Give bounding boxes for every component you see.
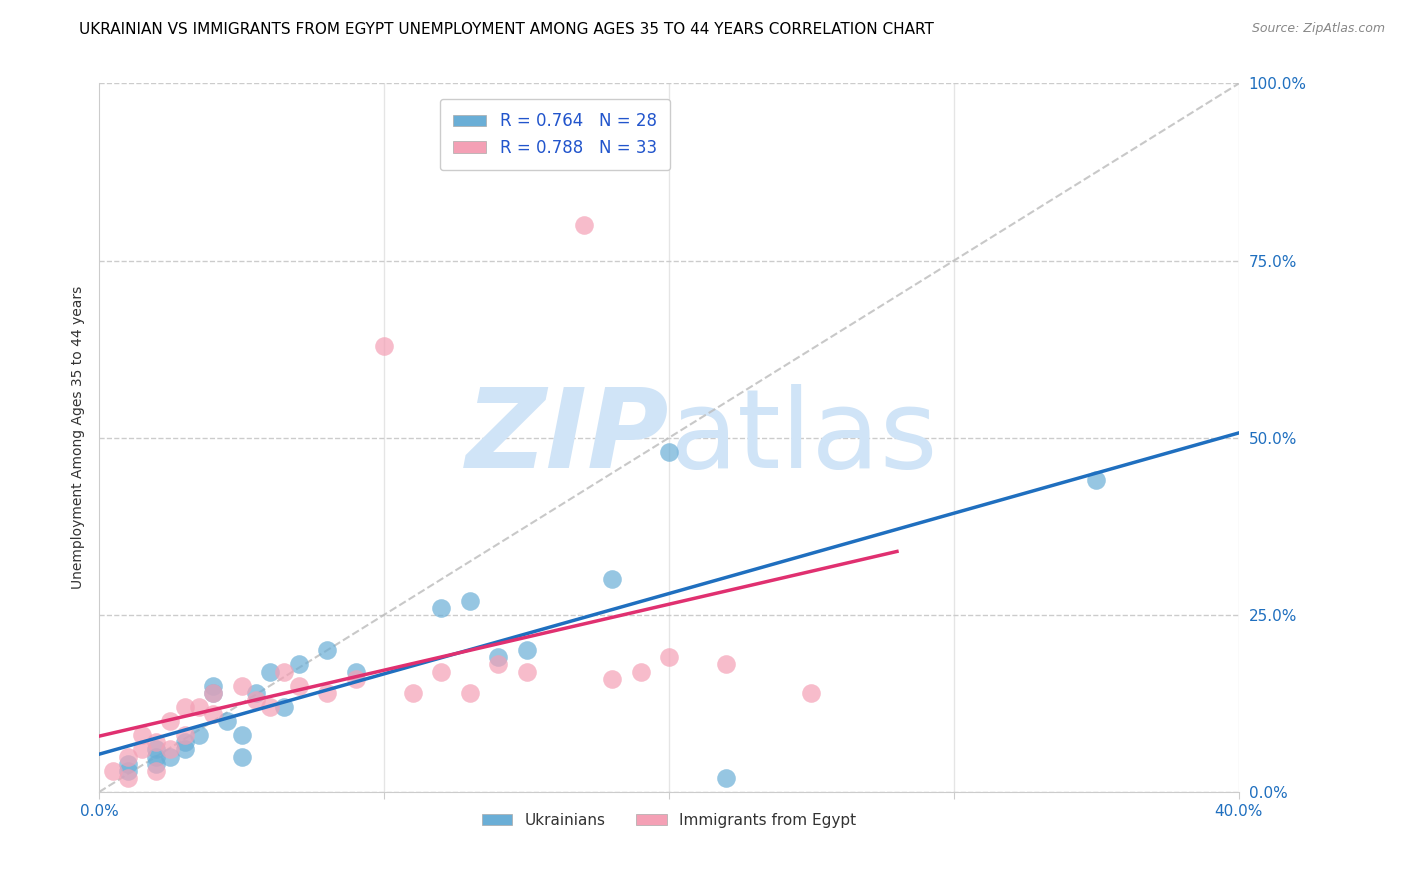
Point (217, 714, 239, 728)
Point (800, 686, 823, 700)
Point (516, 643, 538, 657)
Point (145, 735, 167, 749)
Point (173, 728, 195, 742)
Text: ZIP: ZIP (465, 384, 669, 491)
Point (131, 742, 153, 756)
Point (259, 665, 281, 679)
Point (202, 706, 225, 721)
Point (1085, 473, 1108, 487)
Point (173, 735, 195, 749)
Point (344, 672, 367, 686)
Point (103, 764, 125, 778)
Text: UKRAINIAN VS IMMIGRANTS FROM EGYPT UNEMPLOYMENT AMONG AGES 35 TO 44 YEARS CORREL: UKRAINIAN VS IMMIGRANTS FROM EGYPT UNEMP… (79, 22, 934, 37)
Point (245, 686, 267, 700)
Point (145, 742, 167, 756)
Point (159, 742, 181, 756)
Point (458, 686, 481, 700)
Point (658, 650, 681, 665)
Point (173, 742, 195, 756)
Point (117, 771, 139, 785)
Text: Source: ZipAtlas.com: Source: ZipAtlas.com (1251, 22, 1385, 36)
Text: atlas: atlas (669, 384, 938, 491)
Point (287, 657, 309, 672)
Point (714, 657, 737, 672)
Point (630, 665, 652, 679)
Point (231, 679, 253, 693)
Point (202, 686, 225, 700)
Point (259, 700, 281, 714)
Point (430, 600, 453, 615)
Point (714, 771, 737, 785)
Point (344, 665, 367, 679)
Point (159, 749, 181, 764)
Point (273, 665, 295, 679)
Point (600, 672, 623, 686)
Point (131, 728, 153, 742)
Point (159, 714, 181, 728)
Point (430, 665, 453, 679)
Point (145, 756, 167, 771)
Point (173, 700, 195, 714)
Point (316, 686, 339, 700)
Point (486, 650, 509, 665)
Y-axis label: Unemployment Among Ages 35 to 44 years: Unemployment Among Ages 35 to 44 years (72, 286, 86, 590)
Point (245, 693, 267, 707)
Point (572, 218, 595, 232)
Point (401, 686, 423, 700)
Point (145, 764, 167, 778)
Point (117, 749, 139, 764)
Point (187, 728, 209, 742)
Point (145, 749, 167, 764)
Legend: Ukrainians, Immigrants from Egypt: Ukrainians, Immigrants from Egypt (475, 806, 862, 834)
Point (373, 338, 395, 352)
Point (117, 756, 139, 771)
Point (486, 657, 509, 672)
Point (231, 728, 253, 742)
Point (600, 573, 623, 587)
Point (202, 686, 225, 700)
Point (316, 643, 339, 657)
Point (287, 679, 309, 693)
Point (231, 749, 253, 764)
Point (658, 445, 681, 459)
Point (202, 679, 225, 693)
Point (117, 764, 139, 778)
Point (273, 700, 295, 714)
Point (458, 593, 481, 607)
Point (516, 665, 538, 679)
Point (187, 700, 209, 714)
